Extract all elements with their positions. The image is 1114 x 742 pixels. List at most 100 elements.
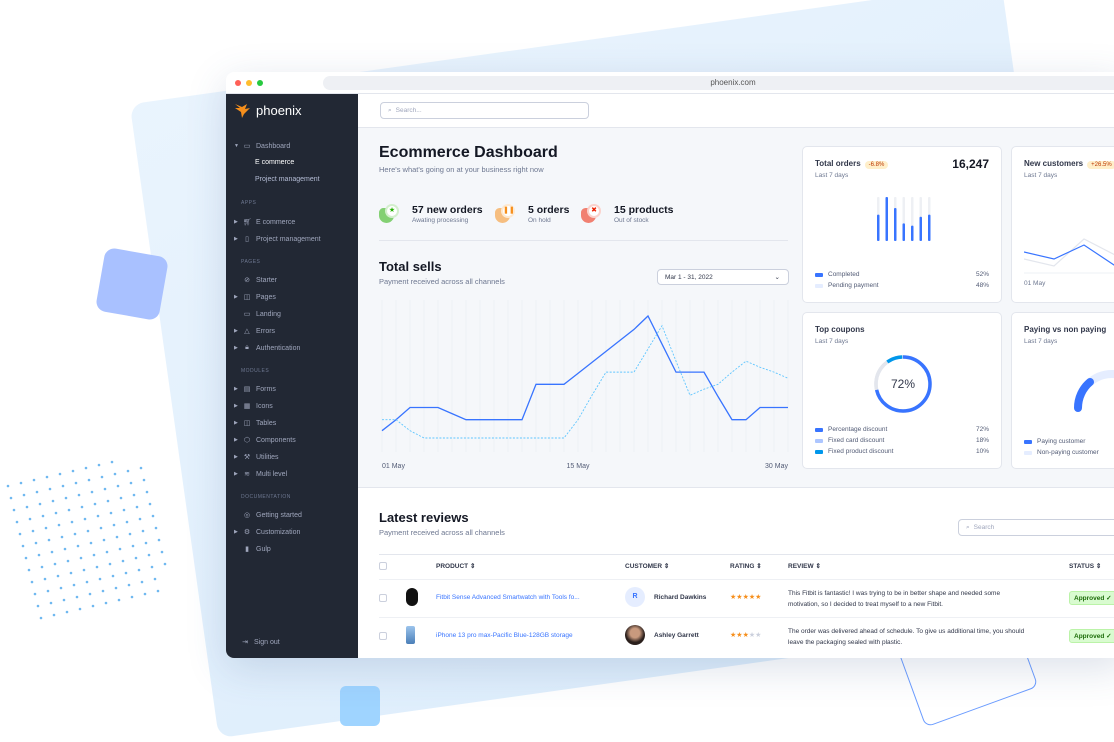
address-bar[interactable]: phoenix.com [323, 76, 1114, 90]
pending-value: 48% [975, 282, 989, 289]
search-input[interactable]: ⌕ Search... [380, 102, 589, 119]
browser-titlebar: phoenix.com [226, 72, 1114, 94]
decor-dot [102, 538, 106, 542]
decor-dot [117, 598, 121, 602]
sidebar-item-apps-project-management[interactable]: ▶ ▯ Project management [234, 235, 321, 244]
sidebar-item-icons[interactable]: ▶ ▦ Icons [234, 402, 273, 411]
decor-dot [66, 559, 70, 563]
brand-logo[interactable]: phoenix [234, 102, 302, 118]
sidebar-item-components[interactable]: ▶ ⬡ Components [234, 436, 296, 445]
decor-dot [69, 571, 73, 575]
decor-dot [72, 583, 76, 587]
decor-dot [141, 529, 145, 533]
reviews-title: Latest reviews [379, 510, 469, 525]
decor-dot [56, 574, 60, 578]
settings-icon: ⚙︎ [243, 529, 251, 536]
total-orders-bar-chart [877, 197, 931, 241]
sidebar-item-authentication[interactable]: ▶ 🔒︎ Authentication [234, 344, 301, 352]
decor-dot [108, 562, 112, 566]
donut-segment [874, 355, 932, 413]
decor-dot [86, 529, 90, 533]
decor-dot [124, 571, 128, 575]
coupon-value-2: 10% [975, 448, 989, 455]
decor-dot [58, 472, 62, 476]
decor-dot [65, 610, 69, 614]
dashboard-icon: ▭ [243, 143, 251, 150]
date-range-select[interactable]: Mar 1 - 31, 2022 ⌄ [657, 269, 789, 285]
sidebar-item-starter[interactable]: ⊘ Starter [244, 276, 278, 285]
decor-dot [33, 592, 37, 596]
minimize-dot[interactable] [246, 80, 252, 86]
decor-dot [129, 481, 133, 485]
decor-dot [97, 463, 101, 467]
reviews-search-input[interactable]: ⌕ Search [958, 519, 1114, 536]
decor-dot [147, 553, 151, 557]
decor-dot [92, 553, 96, 557]
decor-dot [114, 586, 118, 590]
total-sells-title: Total sells [379, 259, 442, 274]
decor-dot [50, 550, 54, 554]
sidebar-item-getting-started[interactable]: ◎ Getting started [243, 511, 302, 520]
maximize-dot[interactable] [257, 80, 263, 86]
column-product[interactable]: PRODUCT ⇕ [436, 563, 476, 570]
decor-dot [103, 487, 107, 491]
star-icon: ★ [748, 632, 756, 639]
product-link[interactable]: iPhone 13 pro max-Pacific Blue-128GB sto… [436, 632, 573, 639]
sidebar-item-multi-level[interactable]: ▶ ≋ Multi level [234, 470, 288, 479]
decor-dot [128, 532, 132, 536]
sidebar-item-errors[interactable]: ▶ △ Errors [234, 327, 276, 336]
column-customer[interactable]: CUSTOMER ⇕ [625, 563, 670, 570]
x-icon: ✖ [587, 204, 601, 218]
customer-name[interactable]: Richard Dawkins [654, 594, 707, 601]
decor-dot [41, 514, 45, 518]
product-link[interactable]: Fitbit Sense Advanced Smartwatch with To… [436, 594, 580, 601]
column-review[interactable]: REVIEW ⇕ [788, 563, 821, 570]
stat-subtitle: Out of stock [614, 217, 649, 224]
sidebar-subitem-ecommerce[interactable]: E commerce [255, 159, 295, 166]
sidebar-item-gulp[interactable]: ▮ Gulp [234, 545, 271, 554]
status-badge: Approved ✓ [1069, 629, 1114, 643]
select-all-checkbox[interactable] [379, 562, 387, 570]
stat-1: ❚❚ 5 orders On hold [495, 202, 605, 232]
table-row[interactable] [379, 617, 1114, 655]
sidebar-item-customization[interactable]: ▶ ⚙︎ Customization [234, 528, 301, 537]
star-icon: ★ [755, 594, 762, 601]
table-row[interactable] [379, 579, 1114, 617]
sidebar-item-forms[interactable]: ▶ ▤ Forms [234, 385, 276, 394]
decor-dot [6, 484, 10, 488]
decor-dot [153, 577, 157, 581]
sidebar-item-dashboard[interactable]: ▼ ▭ Dashboard [234, 142, 291, 151]
decor-dot [62, 598, 66, 602]
sidebar-item-utilities[interactable]: ▶ ⚒︎ Utilities [234, 453, 279, 462]
sidebar-item-tables[interactable]: ▶ ◫ Tables [234, 419, 277, 428]
legend-coupon-2: Fixed product discount [815, 448, 893, 455]
customer-name[interactable]: Ashley Garrett [654, 632, 699, 639]
sign-out-button[interactable]: ⇥ Sign out [242, 638, 280, 647]
check-icon: ✓ [1106, 595, 1112, 602]
sidebar-item-landing[interactable]: ▭ Landing [243, 310, 281, 319]
row-checkbox[interactable] [379, 594, 387, 602]
decor-dot [43, 577, 47, 581]
sidebar-item-pages[interactable]: ▶ ◫ Pages [234, 293, 276, 302]
decor-dot [36, 604, 40, 608]
row-checkbox[interactable] [379, 632, 387, 640]
close-dot[interactable] [235, 80, 241, 86]
decor-dot [82, 568, 86, 572]
decor-dot [111, 574, 115, 578]
decor-dot [48, 487, 52, 491]
decor-dot [131, 544, 135, 548]
compass-icon: ⊘ [244, 277, 250, 284]
column-rating[interactable]: RATING ⇕ [730, 563, 762, 570]
decor-dot [140, 580, 144, 584]
decor-dot [51, 499, 55, 503]
decor-dot [84, 466, 88, 470]
star-icon: ★ [742, 594, 749, 601]
decor-dot [109, 511, 113, 515]
decor-dot [160, 550, 164, 554]
sidebar-item-apps-ecommerce[interactable]: ▶ 🛒︎ E commerce [234, 218, 296, 227]
decor-dot [78, 607, 82, 611]
column-status[interactable]: STATUS ⇕ [1069, 563, 1102, 570]
bar [911, 225, 914, 241]
section-modules: MODULES [241, 368, 270, 374]
sidebar-subitem-project-management[interactable]: Project management [255, 176, 320, 183]
